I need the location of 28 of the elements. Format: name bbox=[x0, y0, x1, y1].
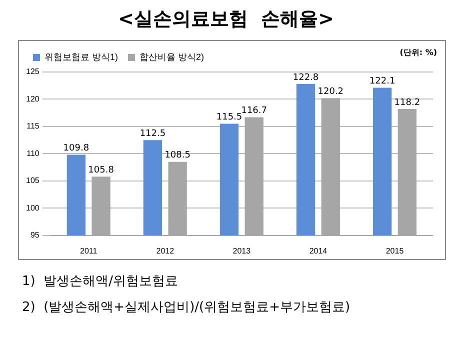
x-tick-label: 2014 bbox=[309, 246, 328, 256]
data-label: 120.2 bbox=[318, 86, 344, 97]
y-tick-label: 115 bbox=[26, 122, 40, 131]
x-tick-label: 2012 bbox=[156, 246, 175, 256]
data-label: 122.1 bbox=[369, 76, 396, 87]
y-tick-label: 110 bbox=[26, 148, 40, 158]
text: 1) 발생손해액/위험보험료 bbox=[22, 273, 178, 290]
data-label: 118.2 bbox=[394, 98, 420, 108]
data-label: 116.7 bbox=[241, 106, 267, 116]
text: (단위: %) bbox=[400, 47, 437, 58]
text: 2) (발생손해액+실제사업비)/(위험보험료+부가보험료) bbox=[22, 299, 350, 316]
data-label: 115.5 bbox=[216, 112, 242, 123]
x-tick-label: 2011 bbox=[80, 246, 98, 256]
y-tick-label: 105 bbox=[26, 176, 40, 186]
y-tick-label: 100 bbox=[26, 203, 40, 212]
data-label: 112.5 bbox=[140, 128, 166, 139]
x-tick-label: 2013 bbox=[232, 246, 252, 256]
data-label: 122.8 bbox=[292, 72, 319, 83]
chart-title: <실손의료보험 손해율> bbox=[116, 7, 336, 32]
data-label: 105.8 bbox=[88, 165, 114, 176]
x-tick-label: 2015 bbox=[386, 246, 404, 256]
data-label: 108.5 bbox=[164, 150, 190, 161]
legend-label: 합산비율 방식2) bbox=[140, 52, 204, 62]
y-tick-label: 120 bbox=[26, 94, 40, 104]
y-tick-label: 95 bbox=[30, 230, 40, 240]
data-label: 109.8 bbox=[63, 144, 90, 154]
y-tick-label: 125 bbox=[26, 67, 40, 76]
legend-label: 위험보험료 방식1) bbox=[44, 52, 118, 62]
